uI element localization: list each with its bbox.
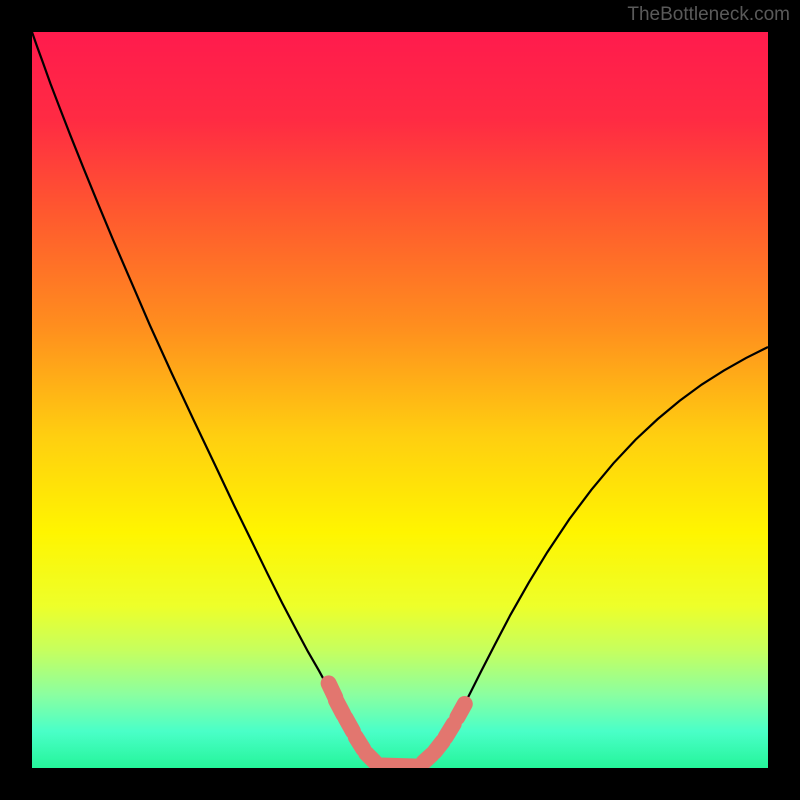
curve-layer <box>32 32 768 768</box>
marker-segment <box>366 753 374 761</box>
watermark-text: TheBottleneck.com <box>627 4 790 26</box>
marker-overlay <box>329 683 465 766</box>
marker-segment <box>380 765 415 766</box>
plot-area <box>32 32 768 768</box>
marker-segment <box>446 724 454 737</box>
marker-segment <box>457 704 464 717</box>
chart-container: TheBottleneck.com <box>0 0 800 800</box>
marker-segment <box>346 718 353 731</box>
bottleneck-curve-left <box>32 32 396 768</box>
bottleneck-curve-right <box>396 347 768 768</box>
